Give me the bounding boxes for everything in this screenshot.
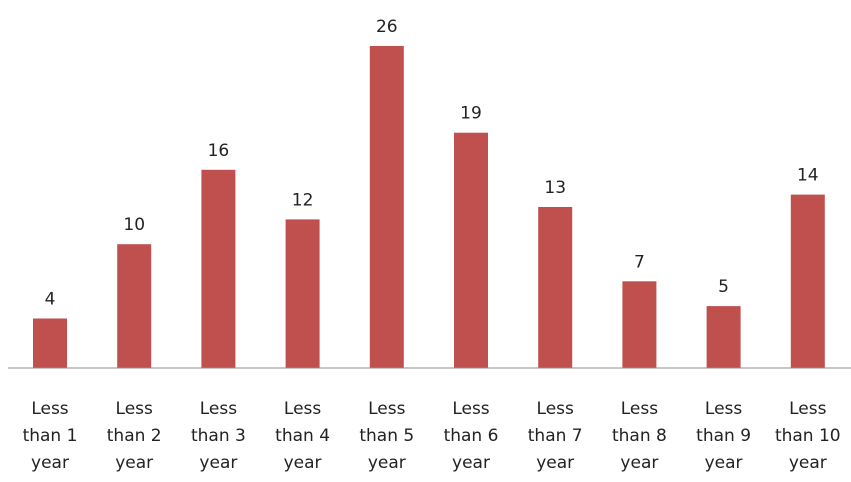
bar-2 bbox=[117, 244, 152, 368]
bar-9 bbox=[706, 306, 741, 368]
x-tick-label-7: Less than 7 year bbox=[528, 399, 583, 473]
data-label-10: 14 bbox=[797, 166, 819, 186]
x-tick-label-6: Less than 6 year bbox=[444, 399, 499, 473]
x-tick-label-10: Less than 10 year bbox=[775, 399, 841, 473]
bars-group bbox=[33, 46, 825, 368]
bar-7 bbox=[538, 207, 573, 368]
data-label-9: 5 bbox=[718, 277, 729, 297]
x-tick-label-5: Less than 5 year bbox=[359, 399, 414, 473]
data-label-3: 16 bbox=[208, 141, 230, 161]
x-tick-label-4: Less than 4 year bbox=[275, 399, 330, 473]
bar-4 bbox=[285, 219, 320, 368]
data-label-8: 7 bbox=[634, 252, 645, 272]
bar-3 bbox=[201, 169, 236, 368]
x-tick-label-3: Less than 3 year bbox=[191, 399, 246, 473]
bar-5 bbox=[369, 46, 404, 368]
x-tick-label-2: Less than 2 year bbox=[107, 399, 162, 473]
data-label-6: 19 bbox=[460, 104, 482, 124]
data-label-4: 12 bbox=[292, 190, 314, 210]
bar-6 bbox=[454, 132, 488, 368]
x-tick-label-9: Less than 9 year bbox=[696, 399, 751, 473]
bar-8 bbox=[622, 281, 657, 368]
data-label-5: 26 bbox=[376, 17, 398, 37]
bar-10 bbox=[790, 194, 825, 368]
data-label-2: 10 bbox=[123, 215, 145, 235]
data-label-1: 4 bbox=[45, 290, 56, 310]
x-tick-label-8: Less than 8 year bbox=[612, 399, 667, 473]
data-label-7: 13 bbox=[544, 178, 566, 198]
x-tick-labels-group: Less than 1 year Less than 2 year Less than 3 ye… bbox=[23, 399, 841, 473]
bar-1 bbox=[33, 318, 67, 368]
data-labels-group: 4 10 16 12 26 19 13 7 5 14 bbox=[45, 17, 819, 310]
x-tick-label-1: Less than 1 year bbox=[23, 399, 78, 473]
